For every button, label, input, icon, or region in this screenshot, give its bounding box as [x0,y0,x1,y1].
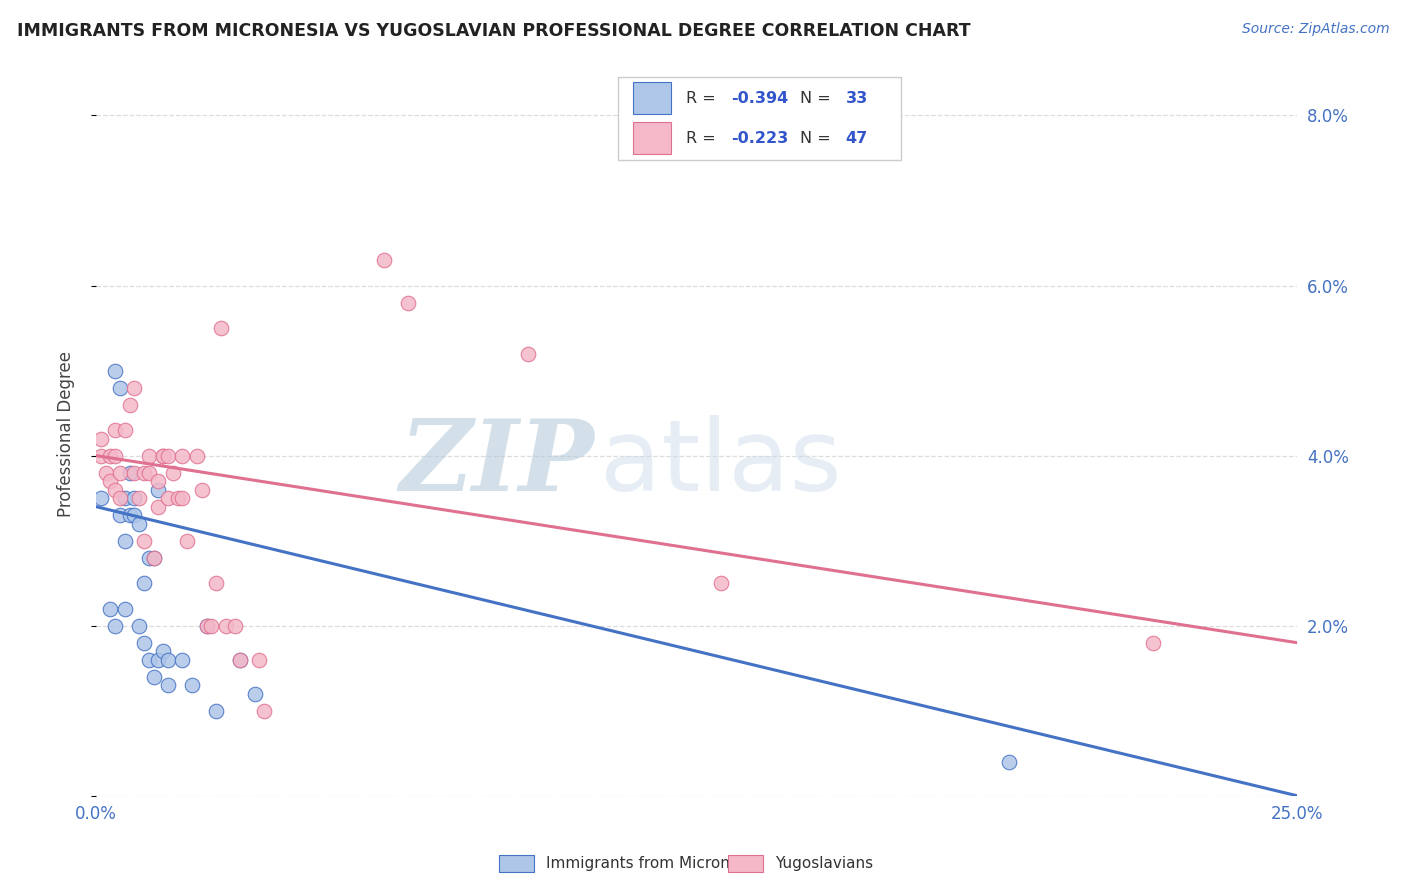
Point [114,601,136,615]
Point [138,550,160,565]
Text: ZIP: ZIP [399,415,595,511]
Point [104,483,127,497]
Point [186,449,208,463]
Point [142,550,165,565]
Point [195,618,218,632]
Point [104,423,127,437]
Point [1142,636,1164,650]
Point [108,491,131,505]
Point [118,398,141,412]
Point [132,576,155,591]
Point [195,618,218,632]
Point [229,653,252,667]
Point [104,449,127,463]
Point [142,670,165,684]
Text: atlas: atlas [600,415,842,512]
Point [162,466,184,480]
Point [132,636,155,650]
Point [104,363,127,377]
Point [118,508,141,523]
Point [132,466,155,480]
Point [124,466,146,480]
Text: N =: N = [800,91,835,106]
Point [181,678,204,692]
Point [396,295,419,310]
Point [108,466,131,480]
Point [108,508,131,523]
Point [114,491,136,505]
Point [253,704,276,718]
Point [224,618,246,632]
Point [108,381,131,395]
Point [100,601,122,615]
Point [148,500,170,514]
Point [138,653,160,667]
Point [710,576,733,591]
Text: -0.394: -0.394 [731,91,789,106]
FancyBboxPatch shape [633,82,671,114]
Point [247,653,270,667]
Point [100,449,122,463]
Point [90,432,112,446]
Point [114,533,136,548]
Point [114,423,136,437]
Point [90,449,112,463]
Point [172,653,194,667]
Point [157,678,180,692]
Point [90,491,112,505]
Point [172,491,194,505]
Point [209,321,232,335]
Point [138,466,160,480]
Point [172,449,194,463]
Point [157,449,180,463]
Text: N =: N = [800,130,835,145]
Point [148,474,170,488]
Point [118,466,141,480]
FancyBboxPatch shape [619,77,901,160]
Point [100,474,122,488]
Point [205,704,228,718]
Text: -0.223: -0.223 [731,130,789,145]
Y-axis label: Professional Degree: Professional Degree [58,351,75,517]
Point [128,491,150,505]
Text: Immigrants from Micronesia: Immigrants from Micronesia [546,856,761,871]
Point [138,449,160,463]
Point [243,687,266,701]
Point [132,533,155,548]
Point [128,516,150,531]
Text: Yugoslavians: Yugoslavians [775,856,873,871]
Point [998,755,1021,769]
Point [124,381,146,395]
Point [148,483,170,497]
Text: R =: R = [686,130,721,145]
Point [94,466,117,480]
Point [124,491,146,505]
Text: Source: ZipAtlas.com: Source: ZipAtlas.com [1241,22,1389,37]
Point [190,483,212,497]
Point [157,653,180,667]
Point [148,653,170,667]
Point [229,653,252,667]
Text: 33: 33 [845,91,868,106]
FancyBboxPatch shape [633,122,671,154]
Point [215,618,238,632]
Point [517,346,540,360]
Point [157,491,180,505]
Point [200,618,222,632]
Point [152,449,174,463]
Point [104,618,127,632]
Text: 47: 47 [845,130,868,145]
Point [128,618,150,632]
Text: R =: R = [686,91,721,106]
Point [124,508,146,523]
Point [176,533,198,548]
Point [166,491,188,505]
Point [142,550,165,565]
Point [152,644,174,658]
Text: IMMIGRANTS FROM MICRONESIA VS YUGOSLAVIAN PROFESSIONAL DEGREE CORRELATION CHART: IMMIGRANTS FROM MICRONESIA VS YUGOSLAVIA… [17,22,970,40]
Point [373,253,395,268]
Point [152,449,174,463]
Point [205,576,228,591]
